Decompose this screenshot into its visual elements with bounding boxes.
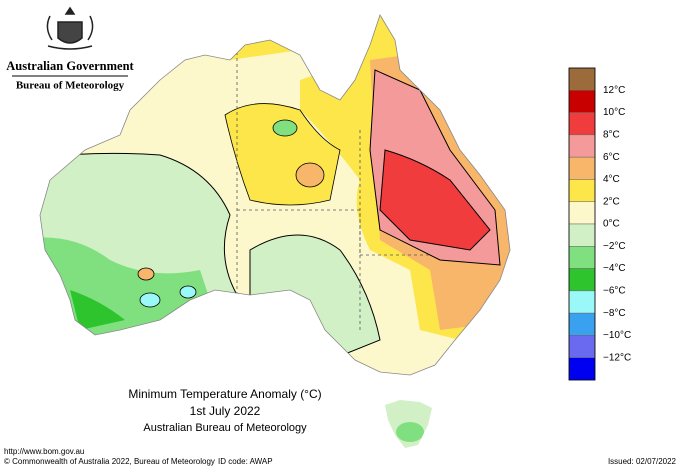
legend-swatch <box>568 312 596 336</box>
legend-swatch <box>568 179 596 202</box>
legend-swatch <box>568 357 596 381</box>
legend-label: 10°C <box>603 107 625 118</box>
legend-swatch <box>568 201 596 225</box>
map-title: Minimum Temperature Anomaly (°C) <box>128 387 321 401</box>
legend-label: 12°C <box>603 85 625 96</box>
legend-label: 6°C <box>603 152 620 163</box>
legend-swatch <box>568 223 596 247</box>
legend: 12°C 10°C 8°C 6°C 4°C 2°C 0°C −2°C −4°C −6°C −8°C −… <box>568 67 631 381</box>
issued: Issued: 02/07/2022 <box>608 457 677 466</box>
legend-swatch <box>568 156 596 180</box>
legend-swatch <box>568 246 596 269</box>
legend-swatch <box>568 134 596 158</box>
legend-label: −4°C <box>603 263 626 274</box>
url: http://www.bom.gov.au <box>4 447 84 456</box>
legend-label: 2°C <box>603 196 620 207</box>
legend-label: 8°C <box>603 129 620 140</box>
map-date: 1st July 2022 <box>190 404 261 418</box>
legend-swatch <box>568 112 596 136</box>
agency: Bureau of Meteorology <box>16 80 125 92</box>
legend-swatch <box>568 268 596 292</box>
legend-swatch <box>568 90 596 113</box>
tasmania <box>385 400 432 448</box>
legend-swatch <box>568 335 596 358</box>
crest <box>46 6 94 50</box>
id-code: ID code: AWAP <box>218 457 273 466</box>
legend-label: −10°C <box>603 330 631 341</box>
legend-label: 0°C <box>603 219 620 230</box>
legend-label: −6°C <box>603 285 626 296</box>
copyright: © Commonwealth of Australia 2022, Bureau… <box>4 457 215 466</box>
legend-label: −2°C <box>603 241 626 252</box>
legend-swatch <box>568 67 596 91</box>
legend-frame <box>568 67 596 381</box>
legend-swatch <box>568 290 596 314</box>
coastline <box>39 14 511 376</box>
legend-label: 4°C <box>603 174 620 185</box>
map-source: Australian Bureau of Meteorology <box>143 422 307 434</box>
legend-label: −12°C <box>603 352 631 363</box>
government: Australian Government <box>6 59 134 73</box>
legend-label: −8°C <box>603 308 626 319</box>
